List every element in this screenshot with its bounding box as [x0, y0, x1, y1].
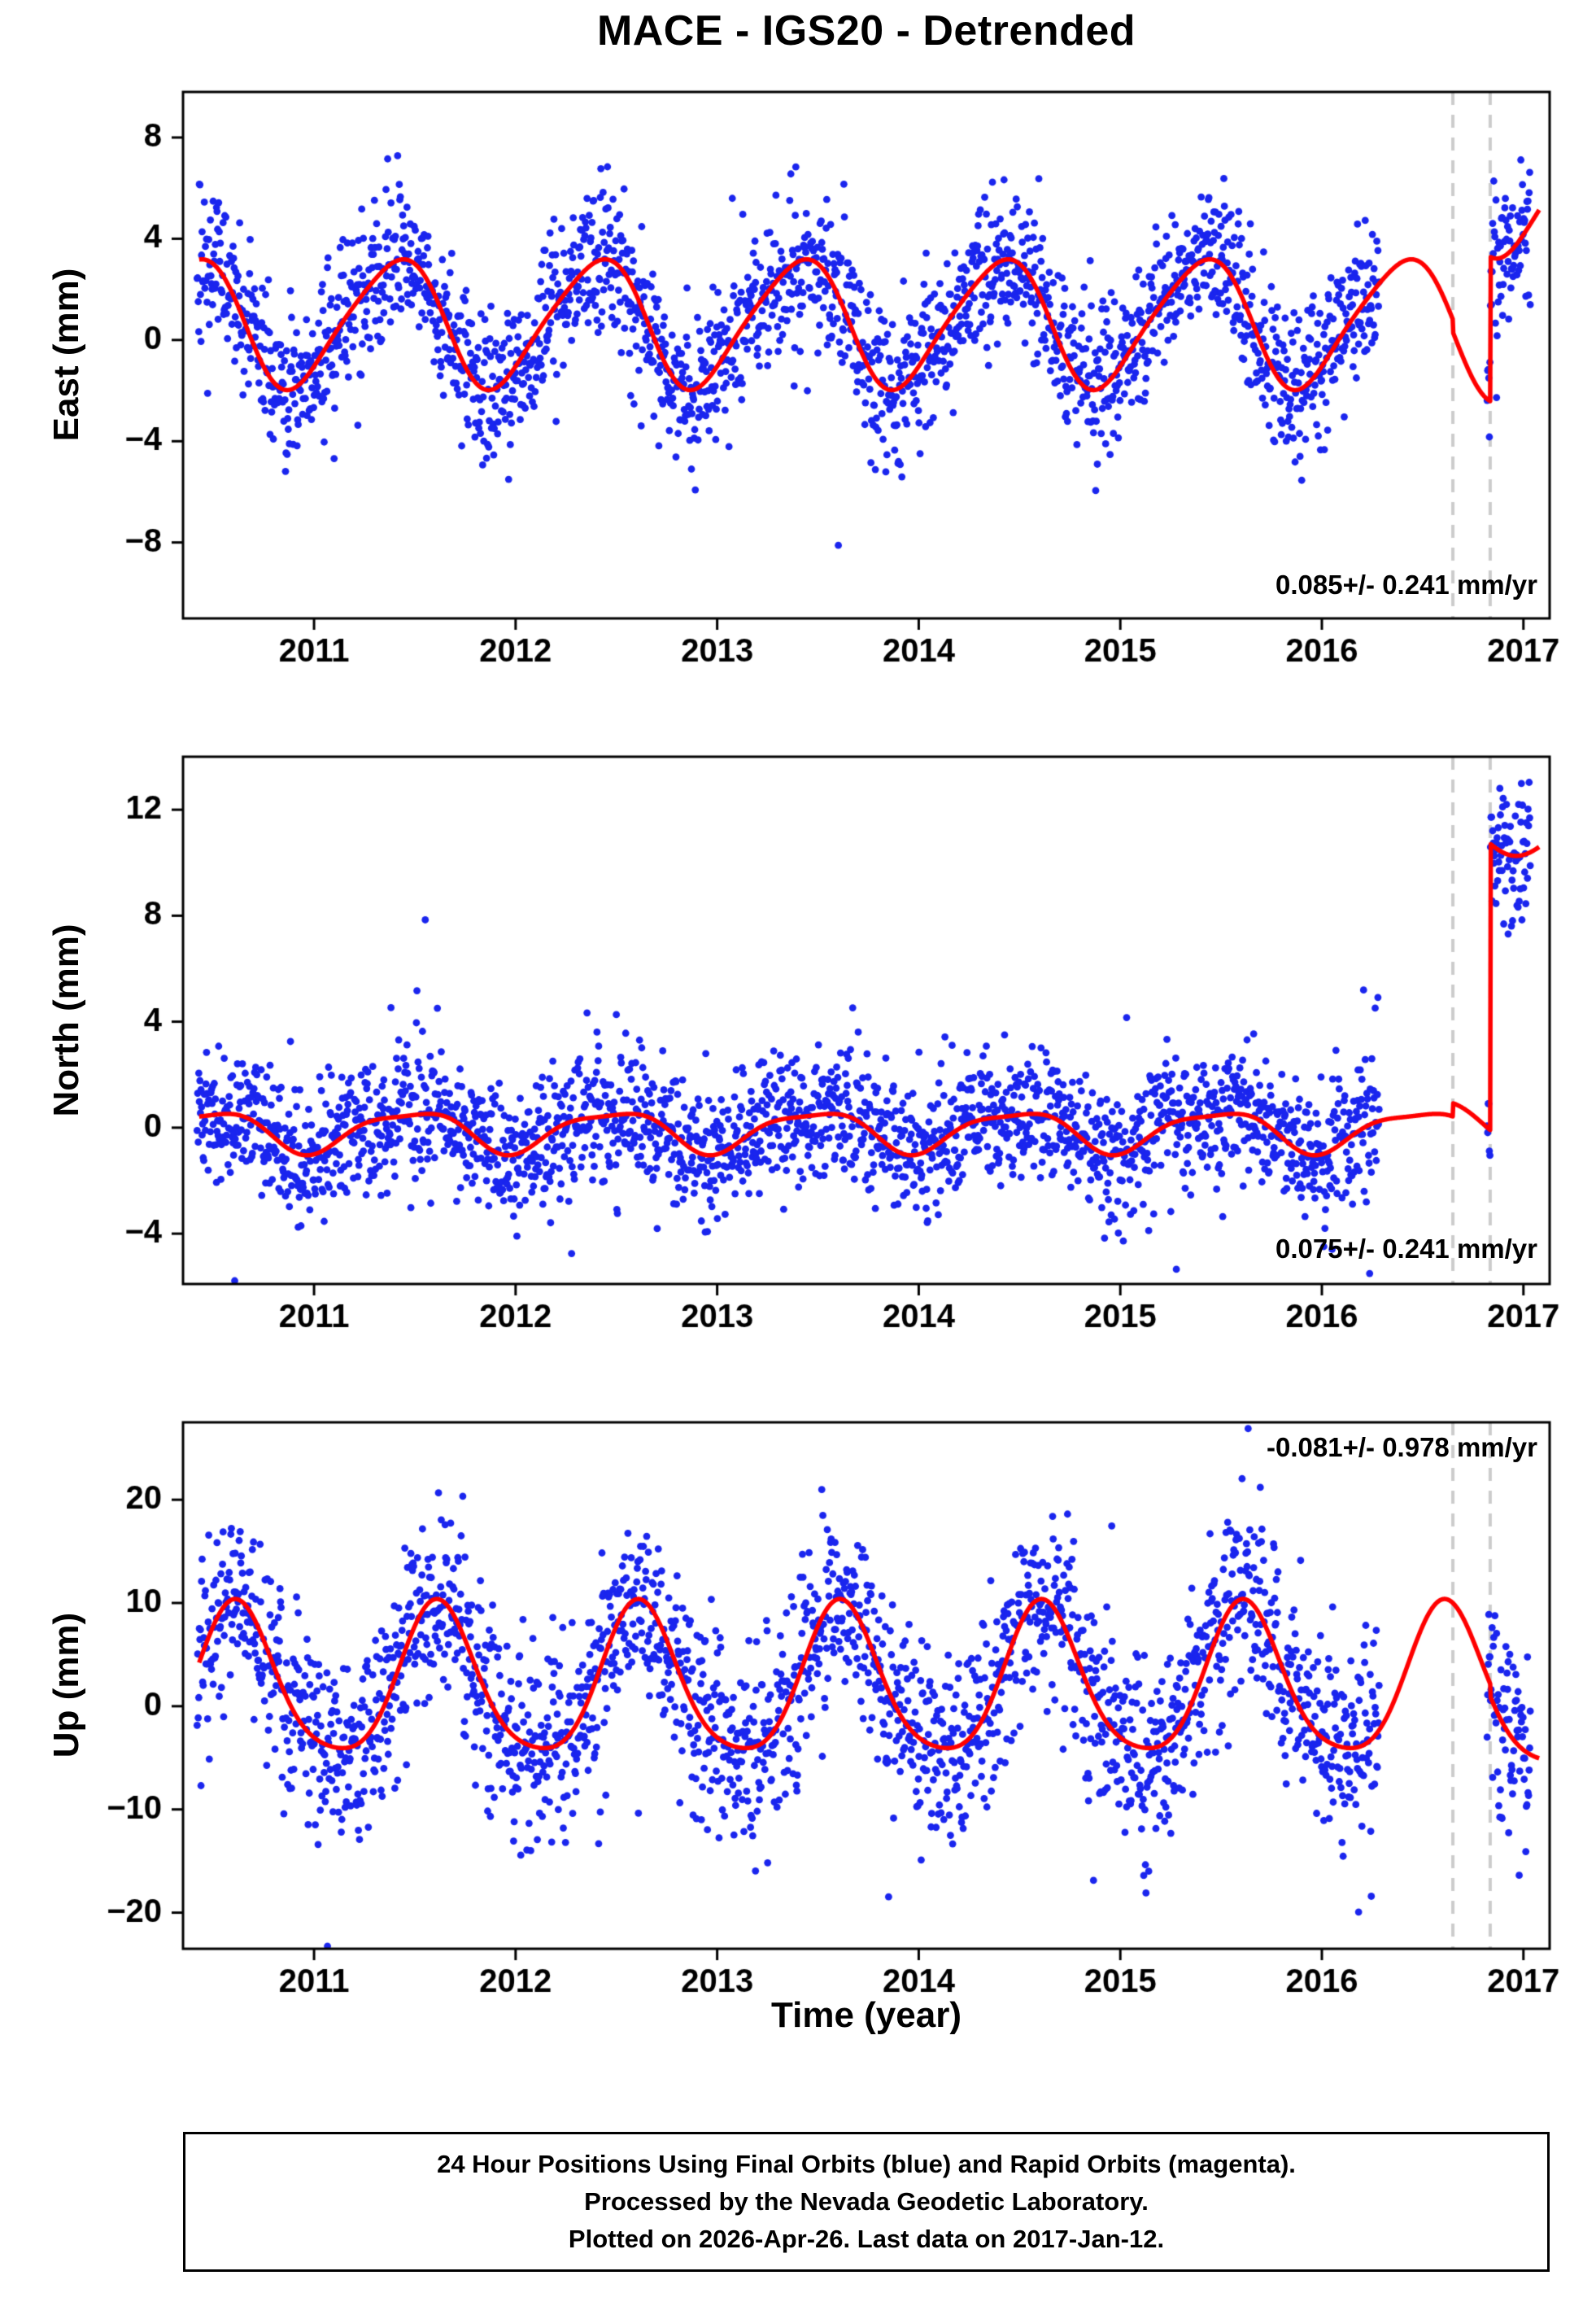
rate-annotation-north: 0.075+/- 0.241 mm/yr — [1275, 1234, 1537, 1264]
rate-annotation-up: -0.081+/- 0.978 mm/yr — [1267, 1432, 1537, 1462]
caption-box: 24 Hour Positions Using Final Orbits (bl… — [183, 2132, 1550, 2272]
caption-line-plot-dates: Plotted on 2026-Apr-26. Last data on 201… — [568, 2224, 1165, 2253]
y-axis-label-up: Up (mm) — [46, 1612, 86, 1758]
caption-line-processed-by: Processed by the Nevada Geodetic Laborat… — [584, 2187, 1149, 2216]
x-axis-label: Time (year) — [771, 1995, 962, 2035]
caption-line-orbits: 24 Hour Positions Using Final Orbits (bl… — [437, 2150, 1296, 2179]
rate-annotation-east: 0.085+/- 0.241 mm/yr — [1275, 570, 1537, 600]
y-axis-label-east: East (mm) — [46, 268, 86, 442]
y-axis-label-north: North (mm) — [46, 924, 86, 1117]
